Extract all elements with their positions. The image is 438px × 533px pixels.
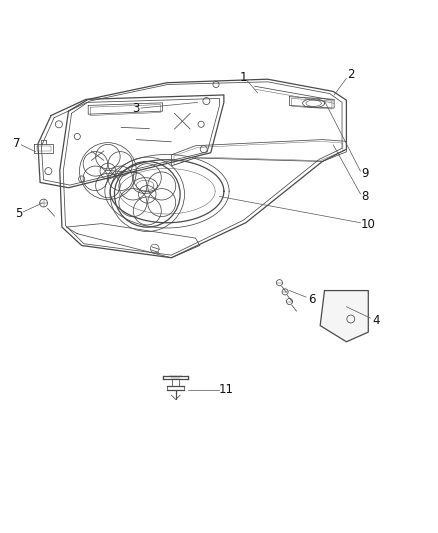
Text: 5: 5 [15, 207, 23, 221]
Text: 6: 6 [307, 293, 314, 306]
Text: 7: 7 [13, 136, 21, 150]
Polygon shape [319, 290, 367, 342]
Text: 3: 3 [131, 102, 139, 115]
Text: 11: 11 [219, 383, 233, 397]
Text: 4: 4 [371, 314, 379, 327]
Text: 10: 10 [360, 219, 375, 231]
Text: 8: 8 [360, 190, 367, 203]
Text: 1: 1 [239, 70, 247, 84]
Text: 2: 2 [346, 68, 354, 82]
Text: 9: 9 [360, 167, 367, 180]
